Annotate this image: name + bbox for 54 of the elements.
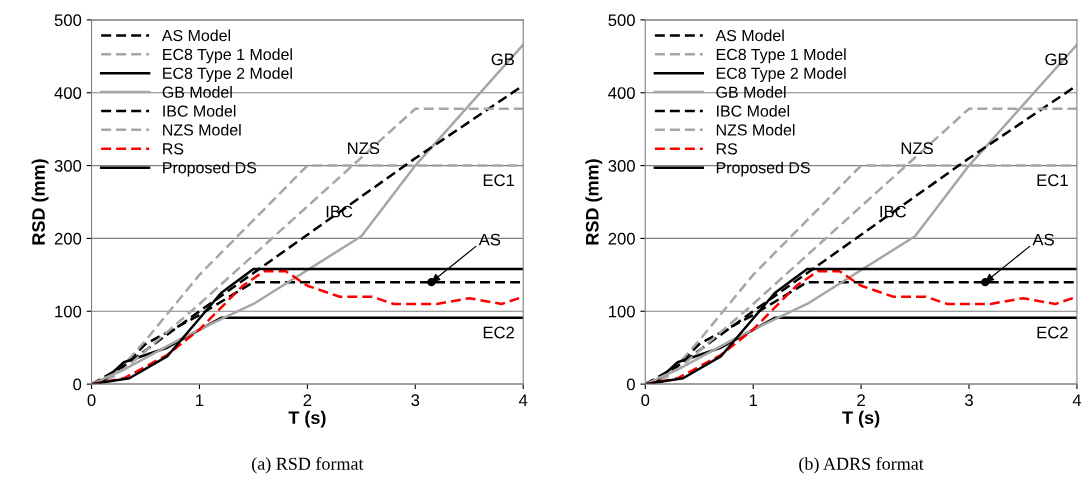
y-tick-label: 500	[54, 14, 82, 27]
legend-label: GB Model	[162, 86, 232, 98]
legend-label: NZS Model	[163, 123, 241, 136]
y-tick-label: 400	[54, 87, 82, 99]
legend-label: EC8 Type 1 Model	[716, 48, 846, 64]
legend-label: GB Model	[716, 86, 786, 98]
y-axis-title: RSD (mm)	[585, 159, 603, 245]
x-tick-label: 1	[196, 394, 204, 406]
y-axis-title: RSD (mm)	[31, 159, 49, 245]
y-tick-label: 300	[54, 159, 82, 172]
y-tick-label: 500	[608, 14, 635, 27]
annotation: EC2	[483, 326, 515, 339]
x-tick-label: 4	[518, 394, 528, 406]
x-axis-title: T (s)	[842, 410, 880, 428]
x-tick-label: 3	[965, 394, 973, 407]
legend-label: Proposed DS	[163, 161, 257, 177]
annotation: GB	[1045, 53, 1068, 66]
x-tick-label: 0	[641, 394, 650, 407]
x-axis-title: T (s)	[288, 410, 326, 428]
annotation: EC1	[483, 174, 515, 187]
y-tick-label: 400	[608, 87, 635, 99]
text: (a) RSD format	[252, 456, 364, 474]
legend-label: AS Model	[715, 29, 784, 42]
y-tick-label: 0	[626, 378, 635, 391]
x-tick-label: 2	[857, 394, 865, 406]
legend-label: EC8 Type 1 Model	[163, 48, 292, 64]
x-tick-label: 4	[1072, 394, 1082, 406]
legend-label: EC8 Type 2 Model	[716, 67, 846, 83]
x-tick-label: 2	[303, 394, 312, 406]
legend-label: Proposed DS	[716, 161, 810, 177]
annotation: AS	[1032, 233, 1054, 246]
annotation: NZS	[901, 142, 933, 155]
y-tick-label: 100	[609, 305, 635, 318]
text: (b) ADRS format	[799, 456, 924, 474]
legend-label: RS	[163, 143, 184, 155]
x-tick-label: 0	[87, 394, 96, 407]
legend-label: AS Model	[161, 29, 231, 42]
annotation: EC2	[1037, 326, 1068, 339]
legend-label: EC8 Type 2 Model	[163, 67, 292, 83]
legend-label: NZS Model	[716, 123, 795, 136]
y-tick-label: 200	[54, 232, 82, 245]
x-tick-label: 3	[411, 394, 420, 407]
x-tick-label: 1	[749, 394, 758, 406]
annotation: AS	[478, 233, 501, 246]
y-tick-label: 0	[73, 378, 82, 391]
legend-label: IBC Model	[717, 105, 790, 117]
legend-label: RS	[716, 143, 738, 155]
y-tick-label: 300	[608, 159, 635, 172]
annotation: NZS	[348, 142, 380, 155]
y-tick-label: 100	[55, 305, 82, 318]
annotation: GB	[491, 53, 514, 66]
y-tick-label: 200	[608, 232, 635, 245]
annotation: EC1	[1037, 174, 1068, 187]
legend-label: IBC Model	[163, 105, 236, 117]
